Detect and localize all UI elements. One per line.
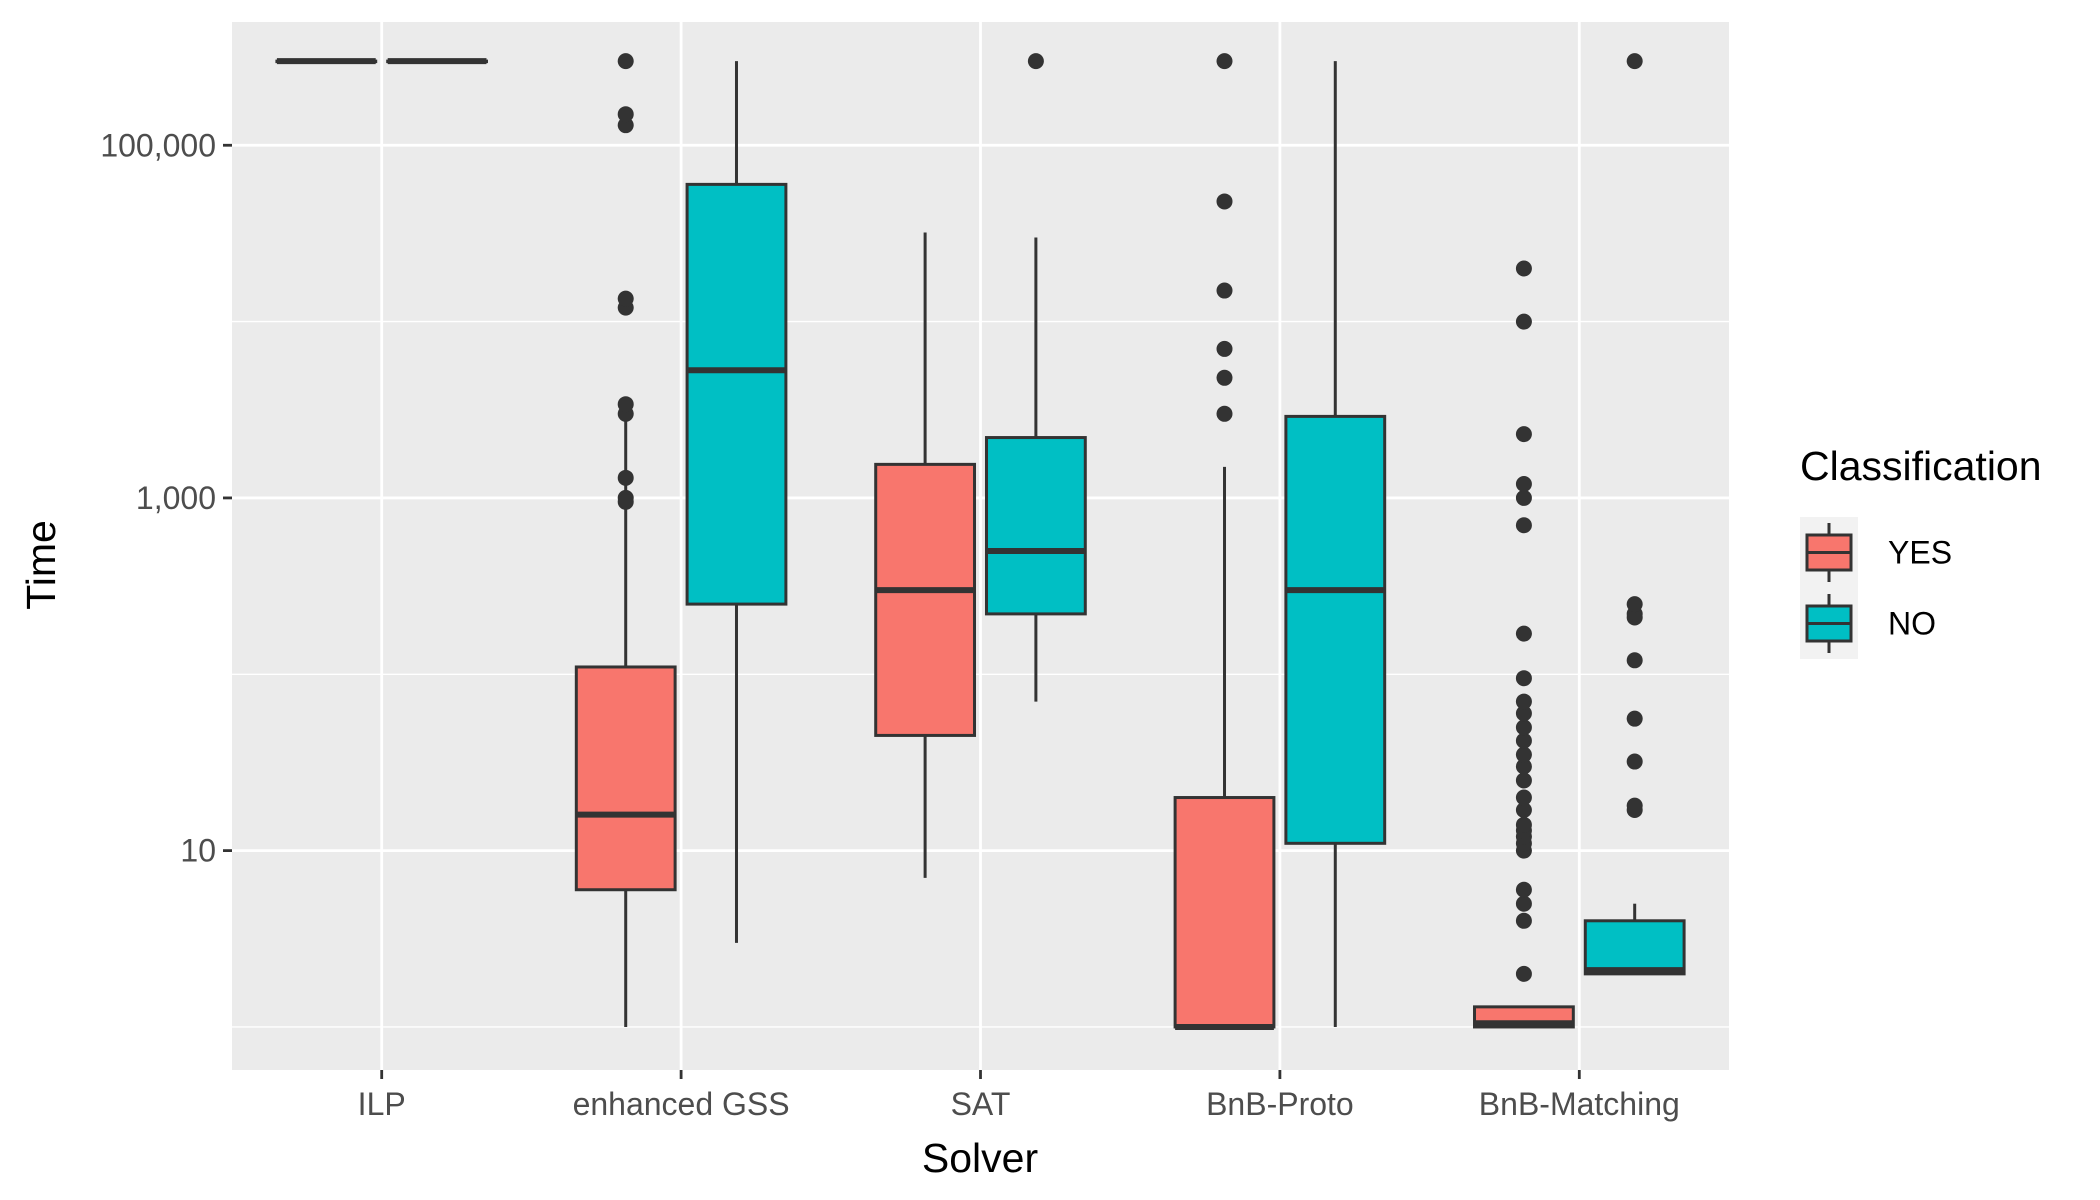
y-axis: 10 1,000 100,000 [100, 127, 232, 869]
box-yes-bnb-proto [1173, 53, 1276, 1030]
outlier-point [1626, 53, 1643, 70]
outlier-point [1515, 965, 1532, 982]
outlier-point [1515, 912, 1532, 929]
box-yes-ilp [275, 58, 378, 65]
outlier-point [1515, 426, 1532, 443]
x-tick-label: enhanced GSS [573, 1086, 790, 1122]
box-yes-enhanced-gss [574, 53, 677, 1027]
box-iqr [1583, 919, 1686, 976]
outlier-point [1515, 475, 1532, 492]
outlier-point [1515, 801, 1532, 818]
outlier-point [1515, 260, 1532, 277]
box-iqr [685, 182, 788, 606]
x-axis-title: Solver [922, 1135, 1038, 1181]
x-tick-label: ILP [358, 1086, 406, 1122]
outlier-point [1216, 53, 1233, 70]
box-no-sat [984, 53, 1087, 702]
outlier-point [617, 396, 634, 413]
outlier-point [617, 290, 634, 307]
legend-item-yes: YES [1800, 517, 1952, 588]
legend-label: YES [1888, 535, 1952, 571]
outlier-point [1515, 881, 1532, 898]
outlier-point [1515, 625, 1532, 642]
outlier-point [617, 469, 634, 486]
legend-title: Classification [1800, 443, 2042, 489]
outlier-point [1515, 789, 1532, 806]
outlier-point [1216, 282, 1233, 299]
y-axis-title: Time [18, 520, 64, 610]
outlier-point [1515, 693, 1532, 710]
outlier-point [1626, 797, 1643, 814]
outlier-point [1626, 596, 1643, 613]
outlier-point [1027, 53, 1044, 70]
outlier-point [1515, 746, 1532, 763]
box-iqr [984, 436, 1087, 616]
x-axis: ILP enhanced GSS SAT BnB-Proto BnB-Matching [358, 1070, 1680, 1122]
outlier-point [1515, 517, 1532, 534]
legend-label: NO [1888, 606, 1936, 642]
legend: Classification YES NO [1800, 443, 2042, 659]
box-iqr [1284, 414, 1387, 845]
y-tick-label: 1,000 [136, 480, 216, 516]
x-tick-label: SAT [951, 1086, 1011, 1122]
outlier-point [1515, 895, 1532, 912]
box-yes-sat [874, 232, 977, 878]
box-no-bnb-proto [1284, 61, 1387, 1027]
outlier-point [617, 106, 634, 123]
outlier-point [1216, 369, 1233, 386]
box-no-bnb-matching [1583, 53, 1686, 976]
outlier-point [1515, 705, 1532, 722]
outlier-point [1216, 340, 1233, 357]
outlier-point [1515, 816, 1532, 833]
box-series [275, 53, 1686, 1030]
x-tick-label: BnB-Proto [1206, 1086, 1354, 1122]
outlier-point [1515, 670, 1532, 687]
outlier-point [1216, 193, 1233, 210]
outlier-point [1515, 732, 1532, 749]
outlier-point [1626, 753, 1643, 770]
box-iqr [574, 665, 677, 892]
box-iqr [1173, 796, 1276, 1029]
outlier-point [1626, 652, 1643, 669]
box-no-ilp [386, 58, 488, 65]
outlier-point [617, 493, 634, 510]
box-iqr [874, 462, 977, 737]
outlier-point [1515, 719, 1532, 736]
outlier-point [1626, 710, 1643, 727]
outlier-point [1515, 772, 1532, 789]
outlier-point [1515, 313, 1532, 330]
outlier-point [1515, 758, 1532, 775]
x-tick-label: BnB-Matching [1479, 1086, 1680, 1122]
y-tick-label: 10 [180, 833, 216, 869]
major-gridlines [232, 22, 1729, 1070]
box-no-enhanced-gss [685, 61, 788, 943]
y-tick-label: 100,000 [100, 127, 216, 163]
outlier-point [617, 117, 634, 134]
outlier-point [617, 53, 634, 70]
legend-item-no: NO [1800, 588, 1936, 659]
box-yes-bnb-matching [1473, 260, 1575, 1029]
outlier-point [1216, 405, 1233, 422]
outlier-point [1515, 489, 1532, 506]
